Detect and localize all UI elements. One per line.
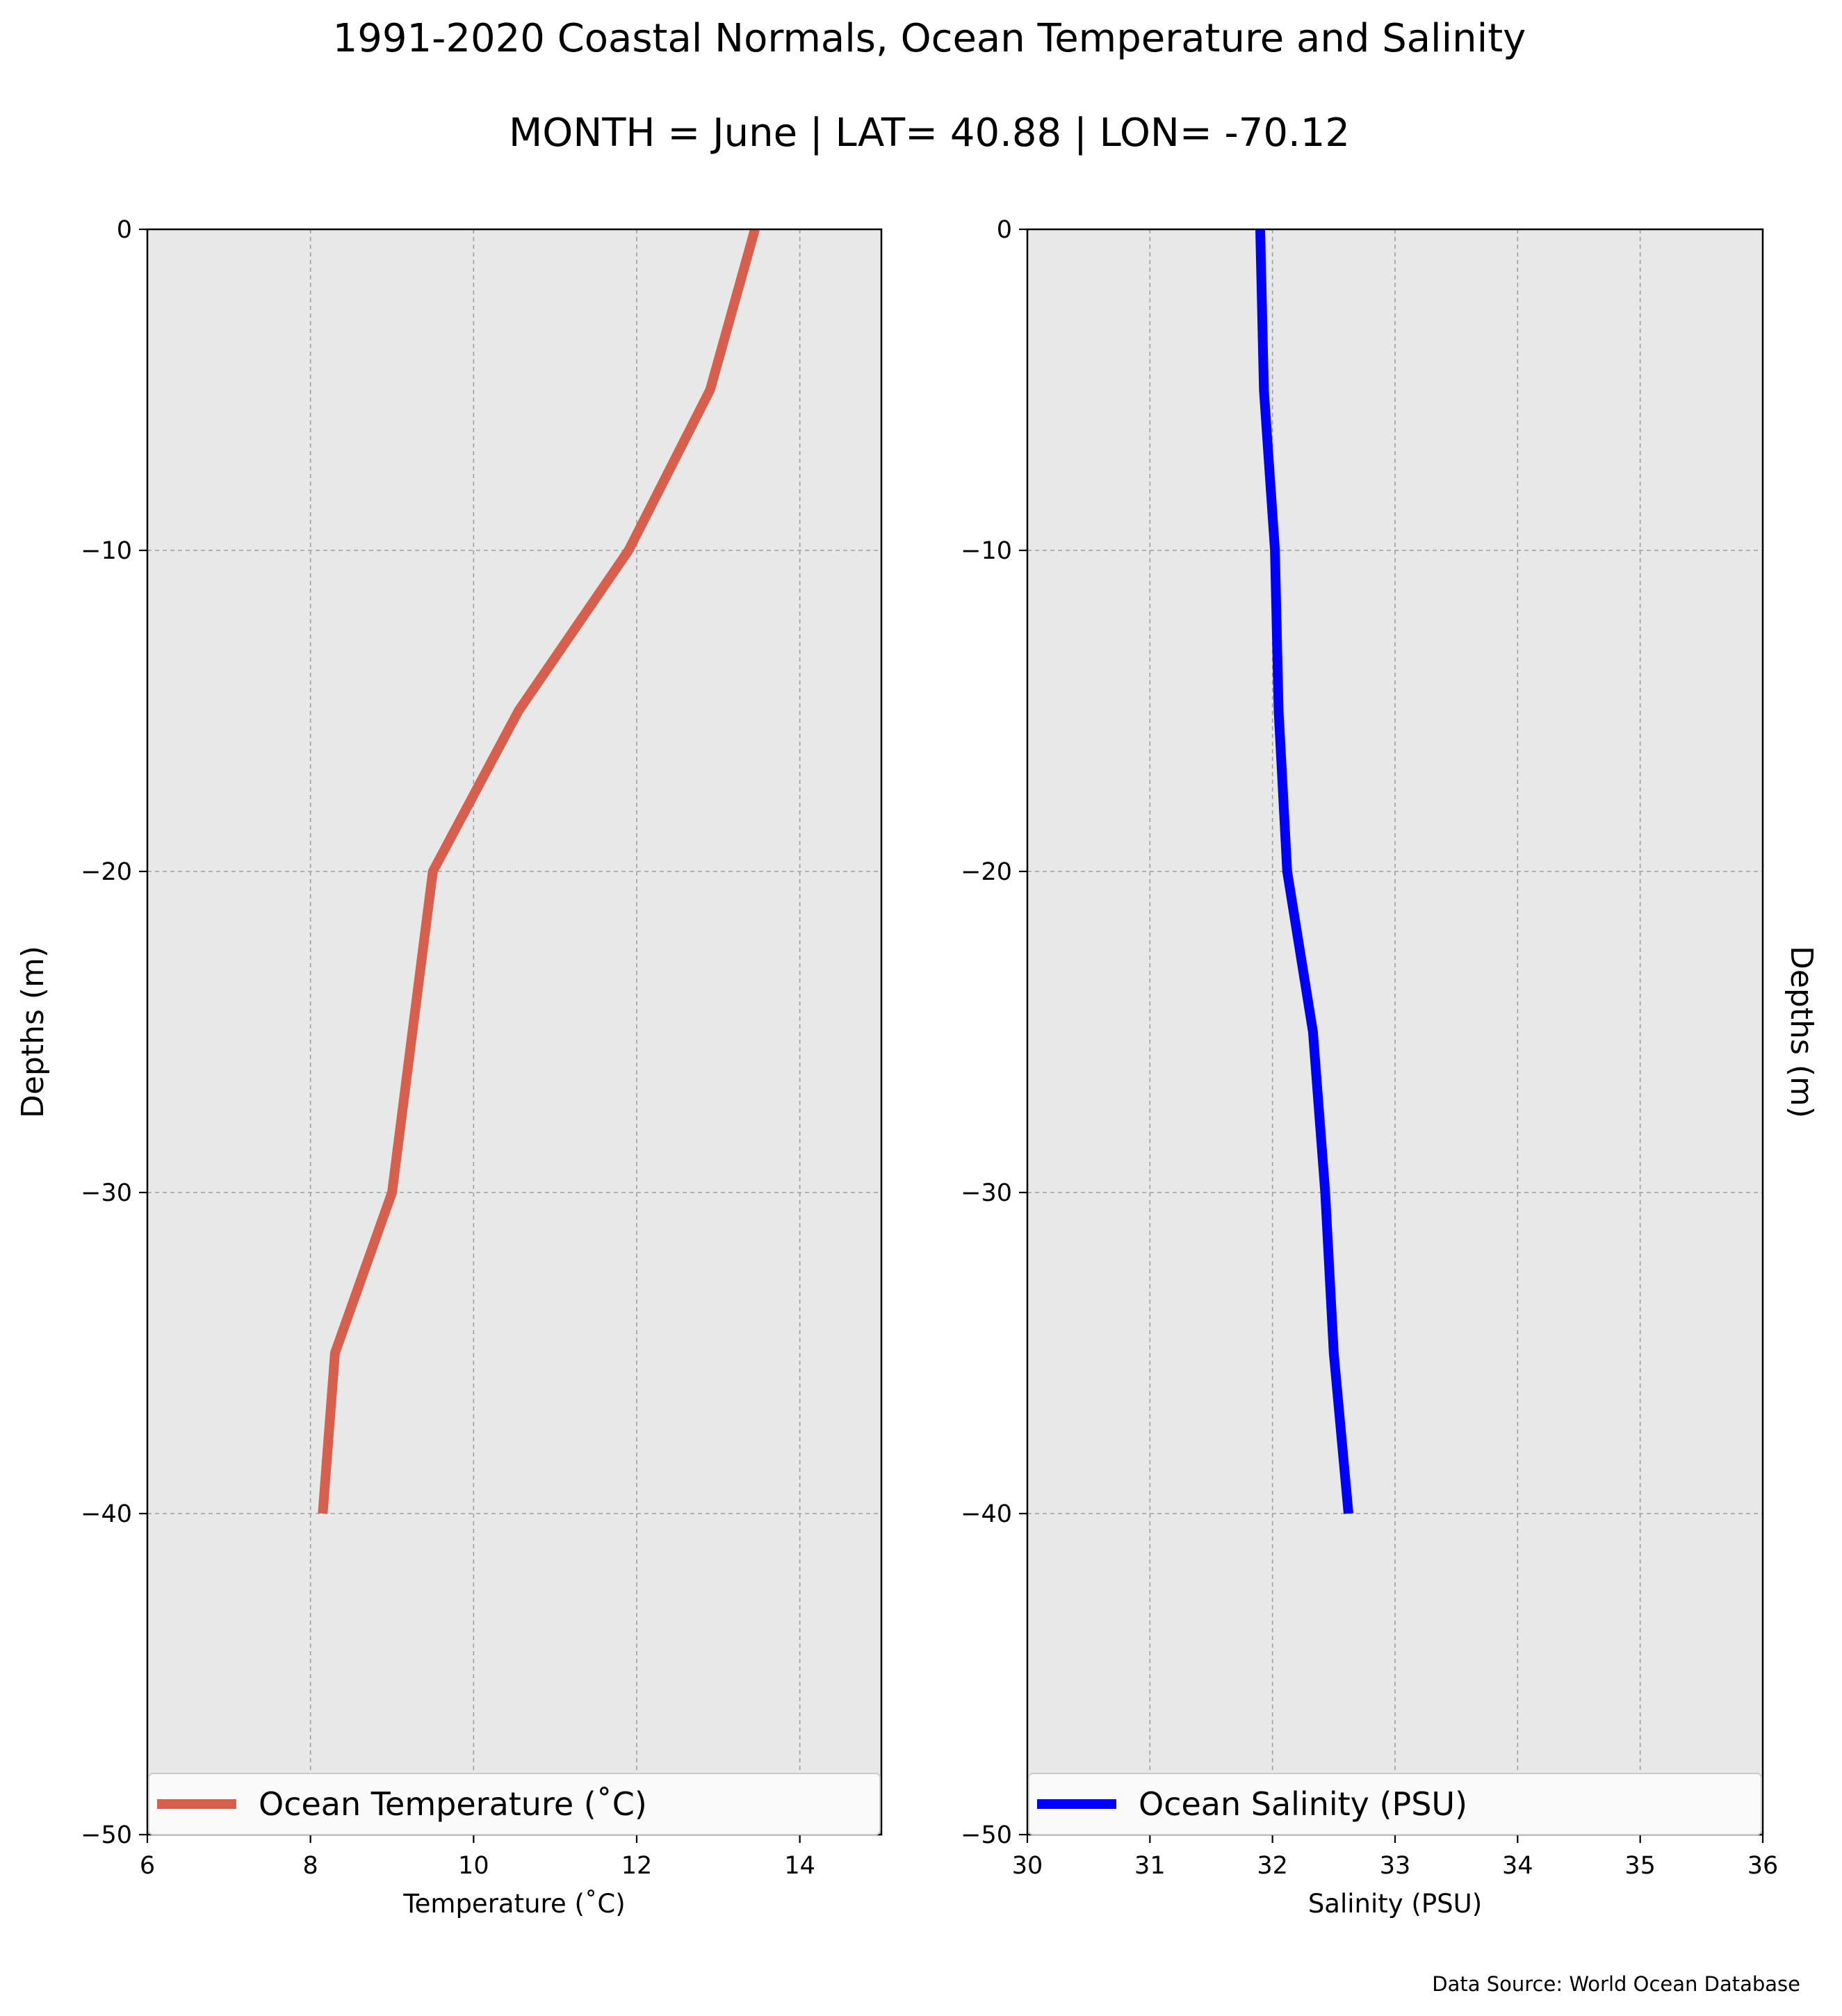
x-tick-label: 35 (1624, 1852, 1656, 1880)
temperature-plot-area (147, 229, 881, 1835)
series-line (318, 228, 760, 1514)
y-tick-label: 0 (117, 216, 132, 244)
temperature-series-layer (318, 228, 760, 1514)
x-tick-label: 8 (303, 1852, 318, 1880)
x-tick-label: 30 (1012, 1852, 1043, 1880)
y-tick-label: −30 (81, 1179, 132, 1207)
y-tick-label: −50 (81, 1821, 132, 1849)
temperature-grid (147, 229, 881, 1835)
x-tick-label: 31 (1134, 1852, 1166, 1880)
y-tick-label: −20 (961, 858, 1012, 886)
salinity-series-layer (1255, 229, 1353, 1514)
temperature-y-axis-label: Depths (m) (15, 946, 51, 1118)
salinity-legend[interactable]: Ocean Salinity (PSU) (1028, 1773, 1762, 1835)
y-tick-label: −30 (961, 1179, 1012, 1207)
temperature-ticks: 6 8 10 12 14 0 −10 −20 −30 −40 −50 (81, 216, 815, 1880)
y-tick-label: 0 (997, 216, 1012, 244)
y-tick-label: −40 (961, 1500, 1012, 1528)
x-tick-label: 6 (140, 1852, 155, 1880)
temperature-legend[interactable]: Ocean Temperature (˚C) (148, 1773, 881, 1835)
salinity-y-axis-label: Depths (m) (1784, 946, 1819, 1118)
figure-subtitle: MONTH = June | LAT= 40.88 | LON= -70.12 (509, 110, 1350, 156)
y-tick-label: −20 (81, 858, 132, 886)
y-tick-label: −50 (961, 1821, 1012, 1849)
salinity-ticks: 30 31 32 33 34 35 36 0 −10 −20 −30 −40 −50 (961, 216, 1778, 1880)
temperature-x-axis-label: Temperature (˚C) (402, 1889, 625, 1919)
x-tick-label: 32 (1257, 1852, 1288, 1880)
x-tick-label: 34 (1502, 1852, 1533, 1880)
x-tick-label: 12 (621, 1852, 653, 1880)
figure-title: 1991-2020 Coastal Normals, Ocean Tempera… (333, 16, 1526, 61)
x-tick-label: 14 (784, 1852, 815, 1880)
temperature-panel: 6 8 10 12 14 0 −10 −20 −30 −40 −50 Ocean Temperatu… (15, 216, 883, 1919)
data-source-note: Data Source: World Ocean Database (1432, 1972, 1800, 1996)
y-tick-label: −10 (961, 537, 1012, 565)
x-tick-label: 36 (1747, 1852, 1779, 1880)
salinity-legend-box (1028, 1773, 1762, 1835)
y-tick-label: −10 (81, 537, 132, 565)
series-line (1255, 229, 1353, 1514)
salinity-x-axis-label: Salinity (PSU) (1308, 1889, 1482, 1919)
x-tick-label: 10 (458, 1852, 489, 1880)
salinity-legend-label: Ocean Salinity (PSU) (1139, 1785, 1467, 1823)
temperature-legend-label: Ocean Temperature (˚C) (259, 1785, 647, 1823)
temperature-legend-box (148, 1773, 881, 1835)
salinity-panel: 30 31 32 33 34 35 36 0 −10 −20 −30 −40 −50 Ocean Sal… (961, 216, 1819, 1919)
x-tick-label: 33 (1380, 1852, 1411, 1880)
y-tick-label: −40 (81, 1500, 132, 1528)
salinity-grid (1027, 229, 1763, 1835)
